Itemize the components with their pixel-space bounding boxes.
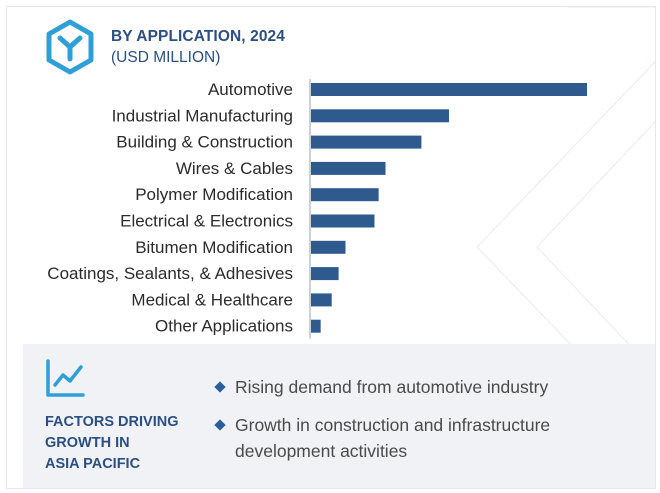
bar <box>311 267 339 281</box>
factor-bullet-item: Growth in construction and infrastructur… <box>214 412 645 464</box>
bar <box>311 109 449 123</box>
diamond-bullet-icon <box>214 419 226 431</box>
category-label: Coatings, Sealants, & Adhesives <box>47 264 293 283</box>
bar <box>311 240 346 254</box>
category-label: Polymer Modification <box>135 185 293 204</box>
factor-bullet-text: Growth in construction and infrastructur… <box>235 415 551 461</box>
factors-panel: FACTORS DRIVING GROWTH IN ASIA PACIFIC R… <box>23 344 655 488</box>
category-label: Industrial Manufacturing <box>112 106 293 125</box>
factors-title-line: GROWTH IN <box>45 435 130 451</box>
report-card: BY APPLICATION, 2024 (USD MILLION) Autom… <box>6 6 656 489</box>
bar <box>311 293 332 307</box>
line-chart-trend-icon <box>46 359 85 397</box>
bar <box>311 161 386 175</box>
bar <box>311 188 379 202</box>
chart-subtitle: (USD MILLION) <box>111 49 221 66</box>
factors-title: FACTORS DRIVING GROWTH IN ASIA PACIFIC <box>45 412 205 475</box>
category-label: Building & Construction <box>116 133 293 152</box>
factor-bullet-item: Rising demand from automotive industry <box>214 374 645 400</box>
category-label: Automotive <box>208 80 293 99</box>
bar <box>311 83 587 96</box>
category-label: Other Applications <box>155 317 293 336</box>
bar <box>311 135 422 149</box>
category-label: Electrical & Electronics <box>120 212 293 231</box>
category-label: Medical & Healthcare <box>131 290 293 309</box>
diamond-bullet-icon <box>214 381 226 393</box>
hexagon-y-logo-icon <box>46 19 94 75</box>
bar <box>311 214 375 228</box>
factors-bullet-list: Rising demand from automotive industry G… <box>214 374 645 476</box>
factors-title-line: FACTORS DRIVING <box>45 414 179 430</box>
factor-bullet-text: Rising demand from automotive industry <box>235 377 549 397</box>
bar <box>311 319 321 333</box>
category-label: Wires & Cables <box>176 159 293 178</box>
category-label: Bitumen Modification <box>135 238 293 257</box>
chart-title: BY APPLICATION, 2024 <box>111 28 285 45</box>
bar-chart: Automotive Industrial Manufacturing Buildi… <box>47 79 587 339</box>
factors-title-line: ASIA PACIFIC <box>45 456 141 472</box>
